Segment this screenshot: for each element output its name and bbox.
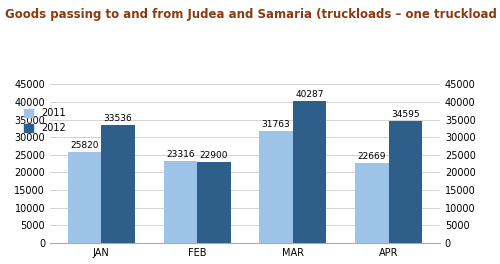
Text: 40287: 40287 [296, 90, 324, 99]
Bar [293, 101, 326, 243]
Text: 22669: 22669 [358, 152, 386, 161]
Text: Goods passing to and from Judea and Samaria (truckloads – one truckload = 40 ton: Goods passing to and from Judea and Sama… [5, 8, 500, 21]
Text: 33536: 33536 [104, 114, 132, 123]
Bar [102, 125, 135, 243]
Text: 34595: 34595 [391, 110, 420, 119]
Legend: 2011, 2012: 2011, 2012 [24, 108, 66, 133]
Text: 31763: 31763 [262, 120, 290, 129]
Text: 25820: 25820 [70, 141, 98, 150]
Bar [355, 163, 388, 243]
Bar [388, 121, 422, 243]
Bar [68, 152, 102, 243]
Bar [197, 162, 230, 243]
Text: 22900: 22900 [200, 151, 228, 160]
Bar [164, 161, 197, 243]
Bar [260, 131, 293, 243]
Text: 23316: 23316 [166, 150, 194, 159]
